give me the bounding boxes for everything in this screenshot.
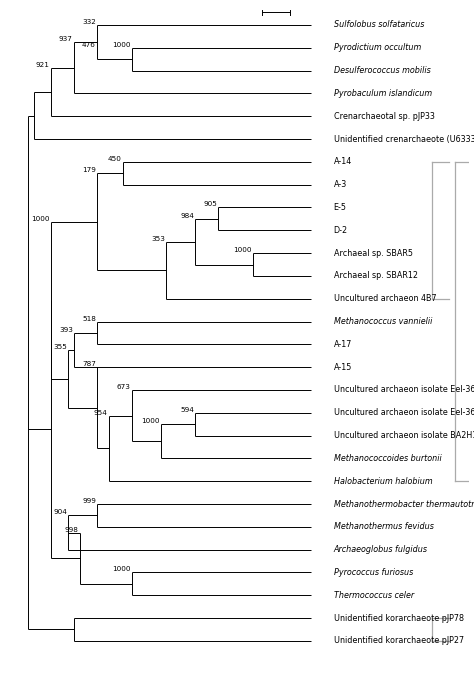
Text: 999: 999	[82, 498, 96, 504]
Text: Pyrococcus furiosus: Pyrococcus furiosus	[334, 568, 413, 577]
Text: 393: 393	[59, 327, 73, 333]
Text: 787: 787	[82, 361, 96, 367]
Text: 1000: 1000	[112, 42, 130, 48]
Text: 353: 353	[151, 236, 165, 242]
Text: 984: 984	[180, 213, 194, 219]
Text: Crenarchaeotal sp. pJP33: Crenarchaeotal sp. pJP33	[334, 112, 435, 121]
Text: 450: 450	[108, 156, 122, 162]
Text: 1000: 1000	[141, 418, 159, 424]
Text: 954: 954	[93, 410, 108, 416]
Text: 921: 921	[36, 62, 50, 68]
Text: A-14: A-14	[334, 157, 352, 166]
Text: Thermococcus celer: Thermococcus celer	[334, 591, 414, 600]
Text: Unidentified korarchaeote pJP27: Unidentified korarchaeote pJP27	[334, 637, 464, 645]
Text: 355: 355	[53, 344, 67, 350]
Text: Uncultured archaeon isolate Eel-36a2G10 (ANME1): Uncultured archaeon isolate Eel-36a2G10 …	[334, 385, 474, 394]
Text: Pyrobaculum islandicum: Pyrobaculum islandicum	[334, 89, 432, 98]
Text: 1000: 1000	[233, 247, 252, 253]
Text: 1000: 1000	[112, 566, 130, 572]
Text: 476: 476	[82, 42, 96, 48]
Text: 937: 937	[59, 36, 73, 42]
Text: D-2: D-2	[334, 226, 348, 235]
Text: Uncultured archaeon isolate Eel-36a2A5 (ANME2c): Uncultured archaeon isolate Eel-36a2A5 (…	[334, 408, 474, 417]
Text: Desulferococcus mobilis: Desulferococcus mobilis	[334, 66, 430, 75]
Text: 673: 673	[117, 384, 130, 390]
Text: 594: 594	[180, 407, 194, 413]
Text: Methanococcoides burtonii: Methanococcoides burtonii	[334, 454, 441, 463]
Text: 904: 904	[53, 510, 67, 516]
Text: Halobacterium halobium: Halobacterium halobium	[334, 477, 432, 486]
Text: Methanococcus vannielii: Methanococcus vannielii	[334, 317, 432, 326]
Text: A-3: A-3	[334, 180, 347, 189]
Text: Methanothermus fevidus: Methanothermus fevidus	[334, 522, 434, 531]
Text: Unidentified crenarchaeote (U63339): Unidentified crenarchaeote (U63339)	[334, 134, 474, 144]
Text: Uncultured archaeon 4B7: Uncultured archaeon 4B7	[334, 294, 436, 303]
Text: 905: 905	[203, 201, 217, 207]
Text: E-5: E-5	[334, 203, 346, 212]
Text: Uncultured archaeon isolate BA2H11fin (ANME2a): Uncultured archaeon isolate BA2H11fin (A…	[334, 431, 474, 440]
Text: Sulfolobus solfataricus: Sulfolobus solfataricus	[334, 20, 424, 30]
Text: A-17: A-17	[334, 340, 352, 349]
Text: 179: 179	[82, 167, 96, 173]
Text: Archaeal sp. SBAR5: Archaeal sp. SBAR5	[334, 248, 413, 258]
Text: 1000: 1000	[31, 216, 50, 222]
Text: 332: 332	[82, 19, 96, 25]
Text: Methanothermobacter thermautotrophicus: Methanothermobacter thermautotrophicus	[334, 500, 474, 508]
Text: 518: 518	[82, 315, 96, 321]
Text: 998: 998	[65, 526, 79, 533]
Text: A-15: A-15	[334, 362, 352, 372]
Text: Archaeoglobus fulgidus: Archaeoglobus fulgidus	[334, 545, 428, 554]
Text: Archaeal sp. SBAR12: Archaeal sp. SBAR12	[334, 271, 418, 280]
Text: Pyrodictium occultum: Pyrodictium occultum	[334, 43, 421, 52]
Text: Unidentified korarchaeote pJP78: Unidentified korarchaeote pJP78	[334, 614, 464, 622]
